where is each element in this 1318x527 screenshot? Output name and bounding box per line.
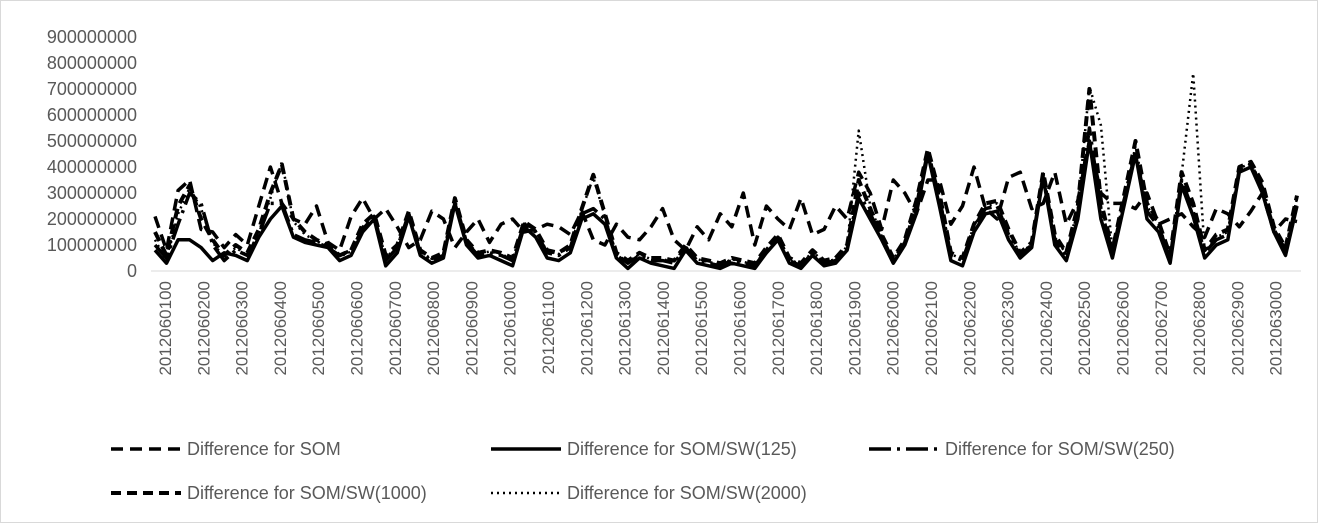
x-tick-label: 2012062400	[1037, 281, 1056, 376]
x-tick-label: 2012060700	[386, 281, 405, 376]
x-tick-label: 2012060800	[424, 281, 443, 376]
x-tick-label: 2012062900	[1228, 281, 1247, 376]
x-tick-label: 2012060900	[462, 281, 481, 376]
y-tick-label: 600000000	[47, 105, 137, 125]
series-line-5	[153, 72, 1299, 266]
x-tick-label: 2012062700	[1152, 281, 1171, 376]
x-tick-label: 2012062800	[1190, 281, 1209, 376]
x-tick-label: 2012060100	[156, 281, 175, 376]
legend: Difference for SOM Difference for SOM/SW(…	[111, 439, 1175, 503]
x-tick-label: 2012062600	[1114, 281, 1133, 376]
x-tick-label: 2012063000	[1267, 281, 1286, 376]
legend-label-4: Difference for SOM/SW(1000)	[187, 483, 427, 503]
series-line-4	[153, 87, 1299, 266]
x-tick-label: 2012060500	[309, 281, 328, 376]
x-tick-label: 2012060400	[271, 281, 290, 376]
x-tick-label: 2012061600	[731, 281, 750, 376]
y-tick-label: 400000000	[47, 157, 137, 177]
legend-label-5: Difference for SOM/SW(2000)	[567, 483, 807, 503]
x-tick-label: 2012060300	[233, 281, 252, 376]
x-tick-label: 2012061200	[577, 281, 596, 376]
y-tick-label: 100000000	[47, 235, 137, 255]
legend-label-3: Difference for SOM/SW(250)	[945, 439, 1175, 459]
x-tick-label: 2012061300	[616, 281, 635, 376]
series-group	[153, 72, 1299, 271]
x-tick-label: 2012062000	[884, 281, 903, 376]
x-tick-label: 2012061500	[692, 281, 711, 376]
x-tick-label: 2012062500	[1075, 281, 1094, 376]
y-tick-label: 900000000	[47, 27, 137, 47]
x-tick-label: 2012062100	[922, 281, 941, 376]
y-tick-label: 300000000	[47, 183, 137, 203]
x-tick-label: 2012060600	[348, 281, 367, 376]
x-tick-label: 2012061900	[845, 281, 864, 376]
x-axis: 2012060100 2012060200 2012060300 2012060400…	[151, 270, 1301, 376]
y-axis: 0 100000000 200000000 300000000 400000000 500…	[47, 27, 137, 281]
series-line-1	[153, 139, 1298, 252]
legend-label-1: Difference for SOM	[187, 439, 341, 459]
x-tick-label: 2012060200	[194, 281, 213, 376]
legend-label-2: Difference for SOM/SW(125)	[567, 439, 797, 459]
x-tick-label: 2012061700	[769, 281, 788, 376]
x-tick-label: 2012061000	[501, 281, 520, 376]
y-tick-label: 200000000	[47, 209, 137, 229]
x-tick-label: 2012061800	[807, 281, 826, 376]
x-tick-label: 2012062300	[999, 281, 1018, 376]
x-tick-label: 2012061400	[654, 281, 673, 376]
x-tick-label: 2012062200	[960, 281, 979, 376]
y-tick-label: 700000000	[47, 79, 137, 99]
series-line-2	[153, 139, 1299, 271]
y-tick-label: 800000000	[47, 53, 137, 73]
x-tick-label: 2012061100	[539, 281, 558, 374]
y-tick-label: 500000000	[47, 131, 137, 151]
y-tick-label: 0	[127, 261, 137, 281]
